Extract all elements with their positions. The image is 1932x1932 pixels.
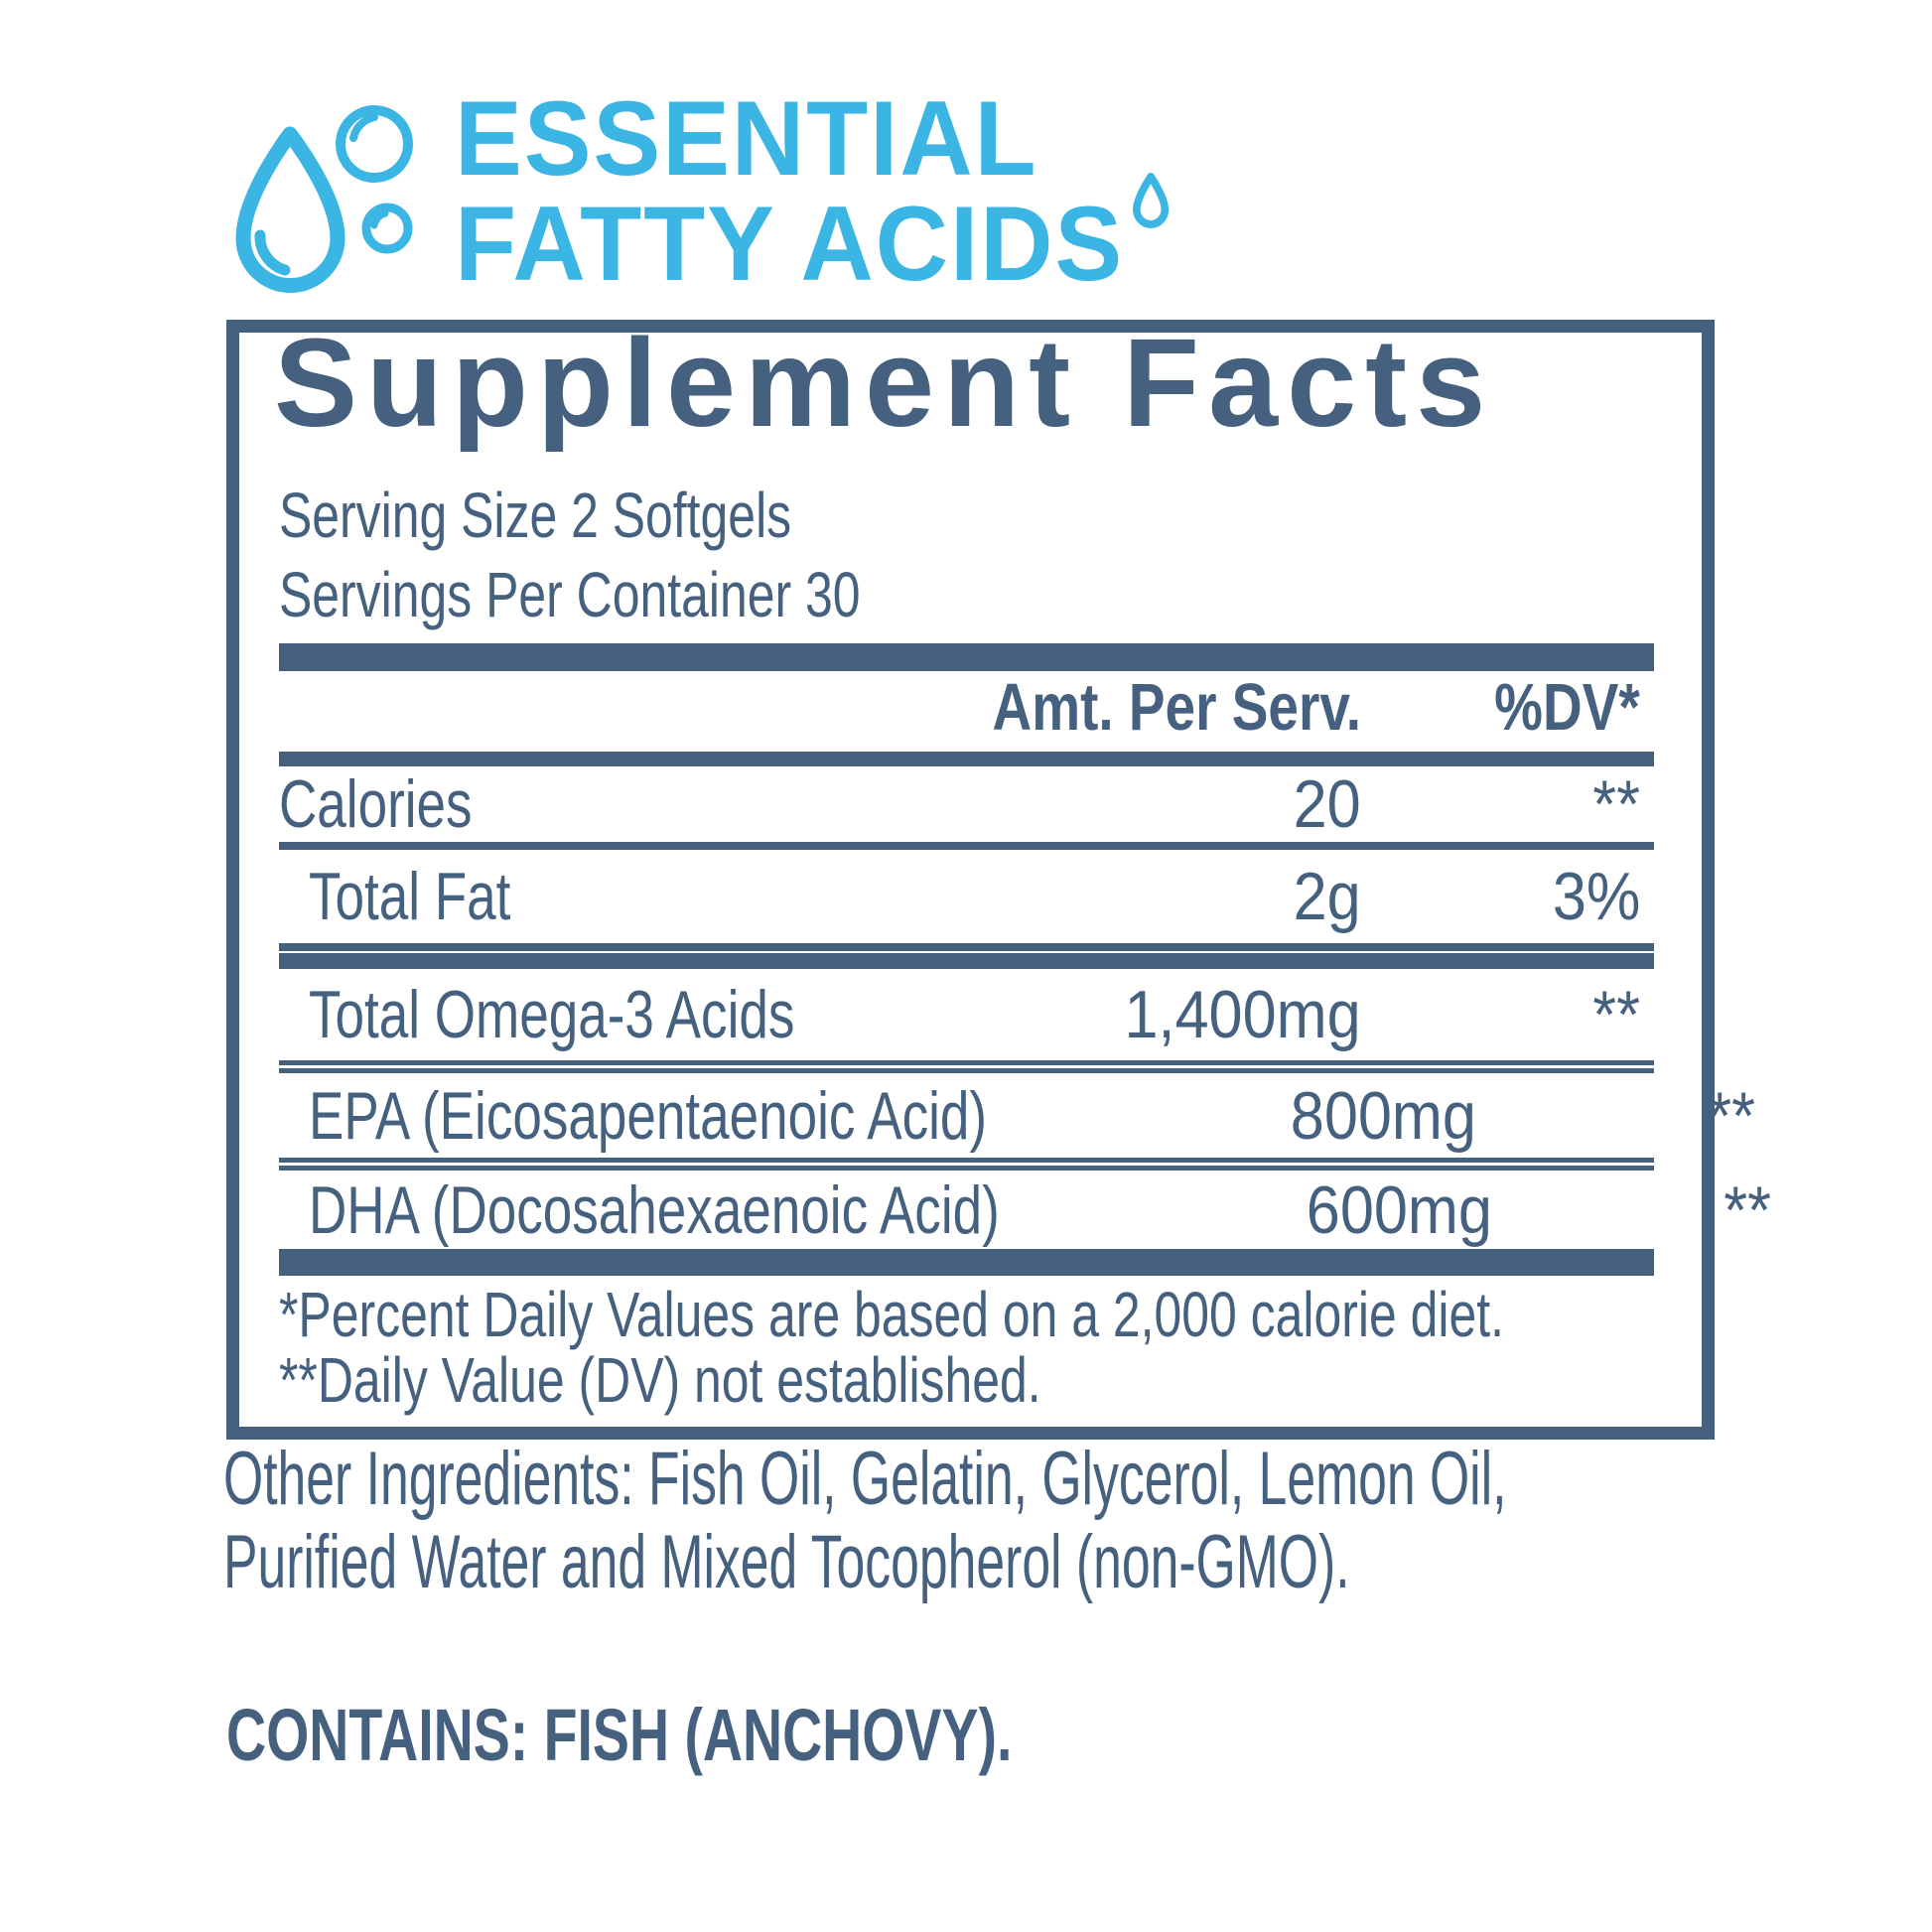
- other-ingredients-line-1: Other Ingredients: Fish Oil, Gelatin, Gl…: [223, 1437, 1507, 1521]
- supplement-facts-panel: Supplement Facts Serving Size 2 Softgels…: [226, 313, 1771, 1440]
- small-droplet-icon: [1132, 173, 1169, 228]
- brand-line-2: FATTY ACIDS: [455, 173, 1172, 297]
- table-row: Calories 20 **: [279, 766, 1654, 842]
- row-dv: **: [1592, 977, 1640, 1052]
- row-amount: 600mg: [1306, 1172, 1493, 1248]
- row-dv: 3%: [1552, 859, 1640, 934]
- brand-line-1: ESSENTIAL: [455, 78, 1038, 198]
- footnote-not-established: **Daily Value (DV) not established.: [279, 1344, 1041, 1416]
- divider-thick-top: [279, 643, 1654, 671]
- table-row: Total Omega-3 Acids 1,400mg **: [279, 969, 1654, 1060]
- other-ingredients: Other Ingredients: Fish Oil, Gelatin, Gl…: [223, 1438, 1932, 1604]
- other-ingredients-line-2: Purified Water and Mixed Tocopherol (non…: [223, 1520, 1350, 1604]
- droplet-bubbles-icon: [235, 105, 413, 293]
- footnote-dv: *Percent Daily Values are based on a 2,0…: [279, 1279, 1504, 1350]
- divider-double: [279, 1158, 1654, 1171]
- footnotes: *Percent Daily Values are based on a 2,0…: [279, 1282, 1654, 1413]
- servings-per-container: Servings Per Container 30: [279, 559, 861, 630]
- row-amount: 2g: [1293, 859, 1361, 934]
- table-row: Total Fat 2g 3%: [279, 850, 1654, 943]
- divider-combo: [279, 943, 1654, 969]
- divider-medium: [279, 752, 1654, 766]
- row-dv: **: [1592, 766, 1640, 842]
- table-row: EPA (Eicosapentaenoic Acid) 800mg **: [279, 1073, 1755, 1158]
- row-amount: 20: [1293, 766, 1361, 842]
- serving-size: Serving Size 2 Softgels: [279, 480, 792, 551]
- table-header-row: Amt. Per Serv. %DV*: [279, 670, 1654, 752]
- serving-info: Serving Size 2 Softgels Servings Per Con…: [279, 476, 1654, 634]
- row-amount: 1,400mg: [1124, 977, 1361, 1052]
- divider-thin: [279, 842, 1654, 850]
- row-label: DHA (Docosahexaenoic Acid): [309, 1172, 1000, 1248]
- divider-double: [279, 1060, 1654, 1073]
- divider-thick-bottom: [279, 1249, 1654, 1276]
- row-label: EPA (Eicosapentaenoic Acid): [309, 1077, 988, 1154]
- table-row: DHA (Docosahexaenoic Acid) 600mg **: [279, 1171, 1771, 1249]
- row-dv: **: [1724, 1172, 1772, 1248]
- header-amount: Amt. Per Serv.: [992, 670, 1361, 745]
- row-amount: 800mg: [1290, 1077, 1476, 1154]
- row-label: Total Fat: [309, 859, 511, 934]
- row-label: Total Omega-3 Acids: [309, 977, 795, 1052]
- brand-name: ESSENTIAL FATTY ACIDS: [455, 78, 1209, 297]
- allergen-statement: CONTAINS: FISH (ANCHOVY).: [226, 1694, 1013, 1776]
- panel-title: Supplement Facts: [274, 313, 1495, 453]
- row-label: Calories: [279, 766, 473, 842]
- header-dv: %DV*: [1494, 670, 1640, 745]
- row-dv: **: [1708, 1077, 1755, 1154]
